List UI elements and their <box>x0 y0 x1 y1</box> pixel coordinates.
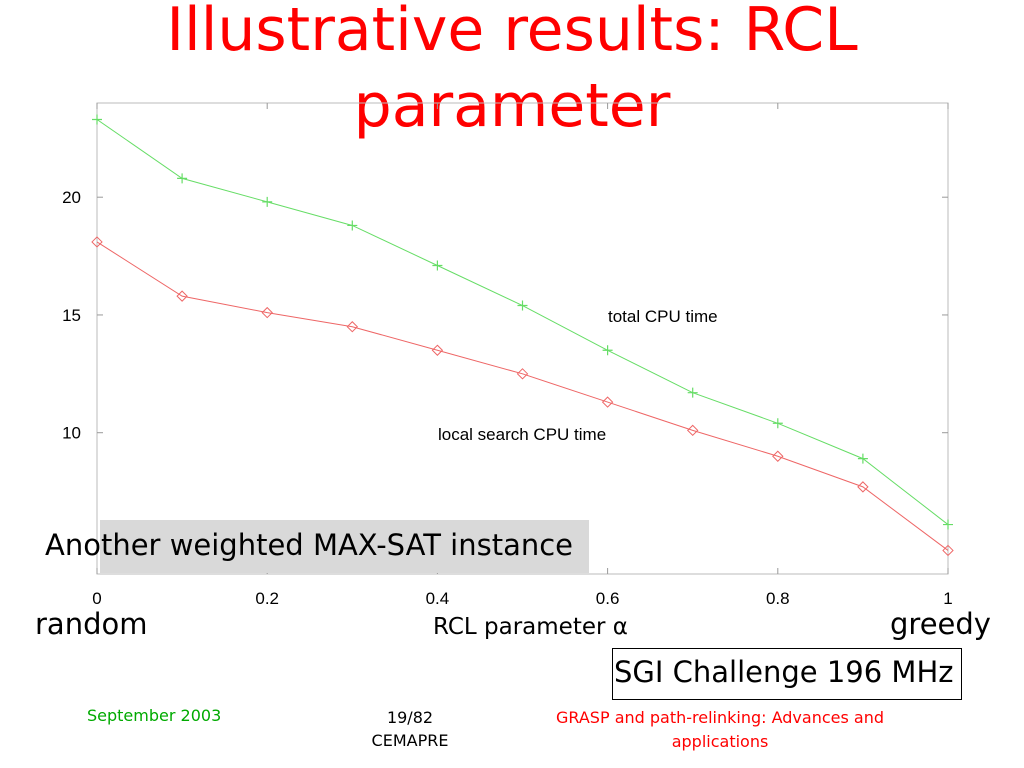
x-tick-label: 0 <box>92 589 101 608</box>
instance-label-background <box>100 520 589 573</box>
series-point-1 <box>346 321 359 333</box>
plot-frame <box>96 102 949 575</box>
slide-title-line-1: Illustrative results: RCL <box>166 0 858 65</box>
x-tick-label: 0.6 <box>596 589 620 608</box>
slide-title: Illustrative results: RCL parameter <box>0 0 1024 144</box>
series-point-1 <box>176 290 188 302</box>
series-point-0 <box>772 418 783 429</box>
series-point-1 <box>261 306 273 319</box>
series-point-1 <box>431 344 444 356</box>
machine-label-box <box>612 648 962 700</box>
y-tick-label: 15 <box>62 306 81 325</box>
series-point-1 <box>601 396 614 408</box>
series-point-0 <box>943 519 953 530</box>
series-point-0 <box>432 260 443 271</box>
footer-conference: GRASP and path-relinking: Advances and a… <box>555 708 885 751</box>
slide-title-line-2: parameter <box>353 71 671 141</box>
series-point-1 <box>516 368 529 380</box>
random-label: random <box>35 607 148 641</box>
y-tick-label: 20 <box>62 188 81 207</box>
footer-org: CEMAPRE <box>371 731 449 750</box>
footer-page-info: 19/82 CEMAPRE <box>340 706 480 752</box>
series-point-1 <box>91 236 103 248</box>
series-label-local-search: local search CPU time <box>438 425 606 444</box>
series-point-0 <box>687 387 698 398</box>
series-point-0 <box>92 114 102 125</box>
footer-date: September 2003 <box>87 706 222 725</box>
series-point-0 <box>517 300 528 311</box>
series-label-total: total CPU time <box>608 307 718 326</box>
series-point-0 <box>262 196 273 207</box>
series-point-0 <box>177 173 188 184</box>
series-point-1 <box>772 450 784 462</box>
series-point-0 <box>857 453 868 464</box>
x-tick-label: 0.2 <box>255 589 279 608</box>
series-point-0 <box>347 220 358 231</box>
x-axis-label: RCL parameter α <box>433 614 628 640</box>
instance-label: Another weighted MAX-SAT instance <box>45 528 574 562</box>
series-point-1 <box>942 544 954 557</box>
machine-label: SGI Challenge 196 MHz <box>614 655 954 689</box>
series-point-1 <box>686 424 699 437</box>
x-tick-label: 1 <box>943 589 952 608</box>
x-tick-label: 0.4 <box>426 589 450 608</box>
y-tick-label: 10 <box>62 424 81 443</box>
series-line-0 <box>96 119 949 525</box>
rcl-label-background <box>427 614 659 648</box>
series-point-1 <box>857 481 869 493</box>
series-point-0 <box>602 345 613 356</box>
series-line-1 <box>96 241 949 551</box>
x-tick-label: 0.8 <box>766 589 790 608</box>
greedy-label: greedy <box>890 607 991 641</box>
footer-page-number: 19/82 <box>386 708 434 727</box>
cpu-time-line-chart: 10 15 20 0 0.2 0.4 0.6 0.8 1 total CPU time local … <box>62 102 954 608</box>
